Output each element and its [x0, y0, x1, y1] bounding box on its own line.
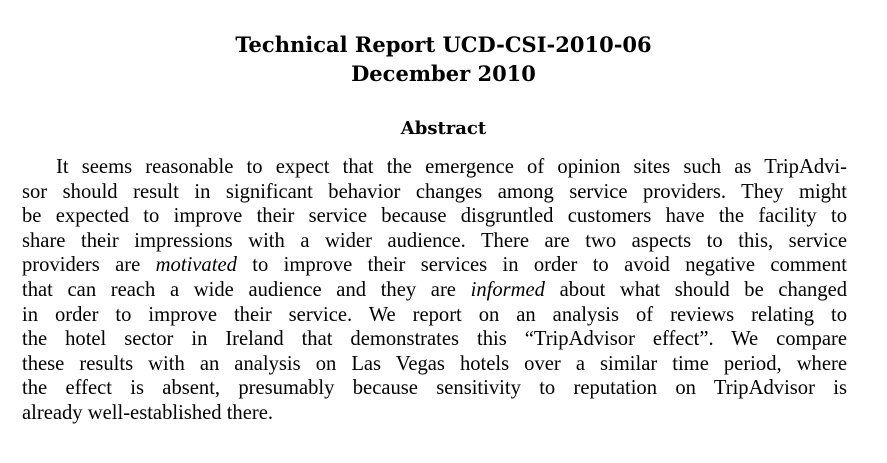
abstract-line: that can reach a wide audience and they … [22, 278, 847, 303]
text-run: sor should result in significant behavio… [22, 180, 847, 203]
text-run: the effect is absent, presumably because… [22, 377, 847, 400]
text-run: in order to improve their service. We re… [22, 303, 847, 326]
report-header: Technical Report UCD-CSI-2010-06 Decembe… [0, 30, 887, 88]
report-date: December 2010 [351, 61, 536, 86]
abstract-body: It seems reasonable to expect that the e… [22, 155, 847, 426]
abstract-line: in order to improve their service. We re… [22, 303, 847, 328]
emphasized-text: motivated [155, 254, 237, 277]
emphasized-text: informed [470, 278, 545, 301]
abstract-line: the hotel sector in Ireland that demonst… [22, 327, 847, 352]
text-run: already well-established there. [22, 401, 274, 424]
text-run: the hotel sector in Ireland that demonst… [22, 328, 847, 351]
text-run: these results with an analysis on Las Ve… [22, 352, 847, 375]
abstract-line: It seems reasonable to expect that the e… [22, 155, 847, 180]
abstract-line: these results with an analysis on Las Ve… [22, 352, 847, 377]
abstract-line: sor should result in significant behavio… [22, 180, 847, 205]
text-run: about what should be changed [544, 278, 848, 301]
text-run: providers are [22, 254, 156, 277]
text-run: share their impressions with a wider aud… [22, 229, 847, 252]
abstract-line: the effect is absent, presumably because… [22, 376, 847, 401]
text-run: that can reach a wide audience and they … [22, 278, 471, 301]
abstract-heading: Abstract [400, 118, 487, 139]
text-run: to improve their services in order to av… [236, 254, 847, 277]
text-run: It seems reasonable to expect that the e… [56, 156, 847, 178]
report-number: Technical Report UCD-CSI-2010-06 [235, 32, 652, 57]
abstract-line: be expected to improve their service bec… [22, 204, 847, 229]
abstract-line: share their impressions with a wider aud… [22, 229, 847, 254]
abstract-line: already well-established there. [22, 401, 847, 426]
abstract-line: providers are motivated to improve their… [22, 253, 847, 278]
text-run: be expected to improve their service bec… [22, 205, 847, 228]
